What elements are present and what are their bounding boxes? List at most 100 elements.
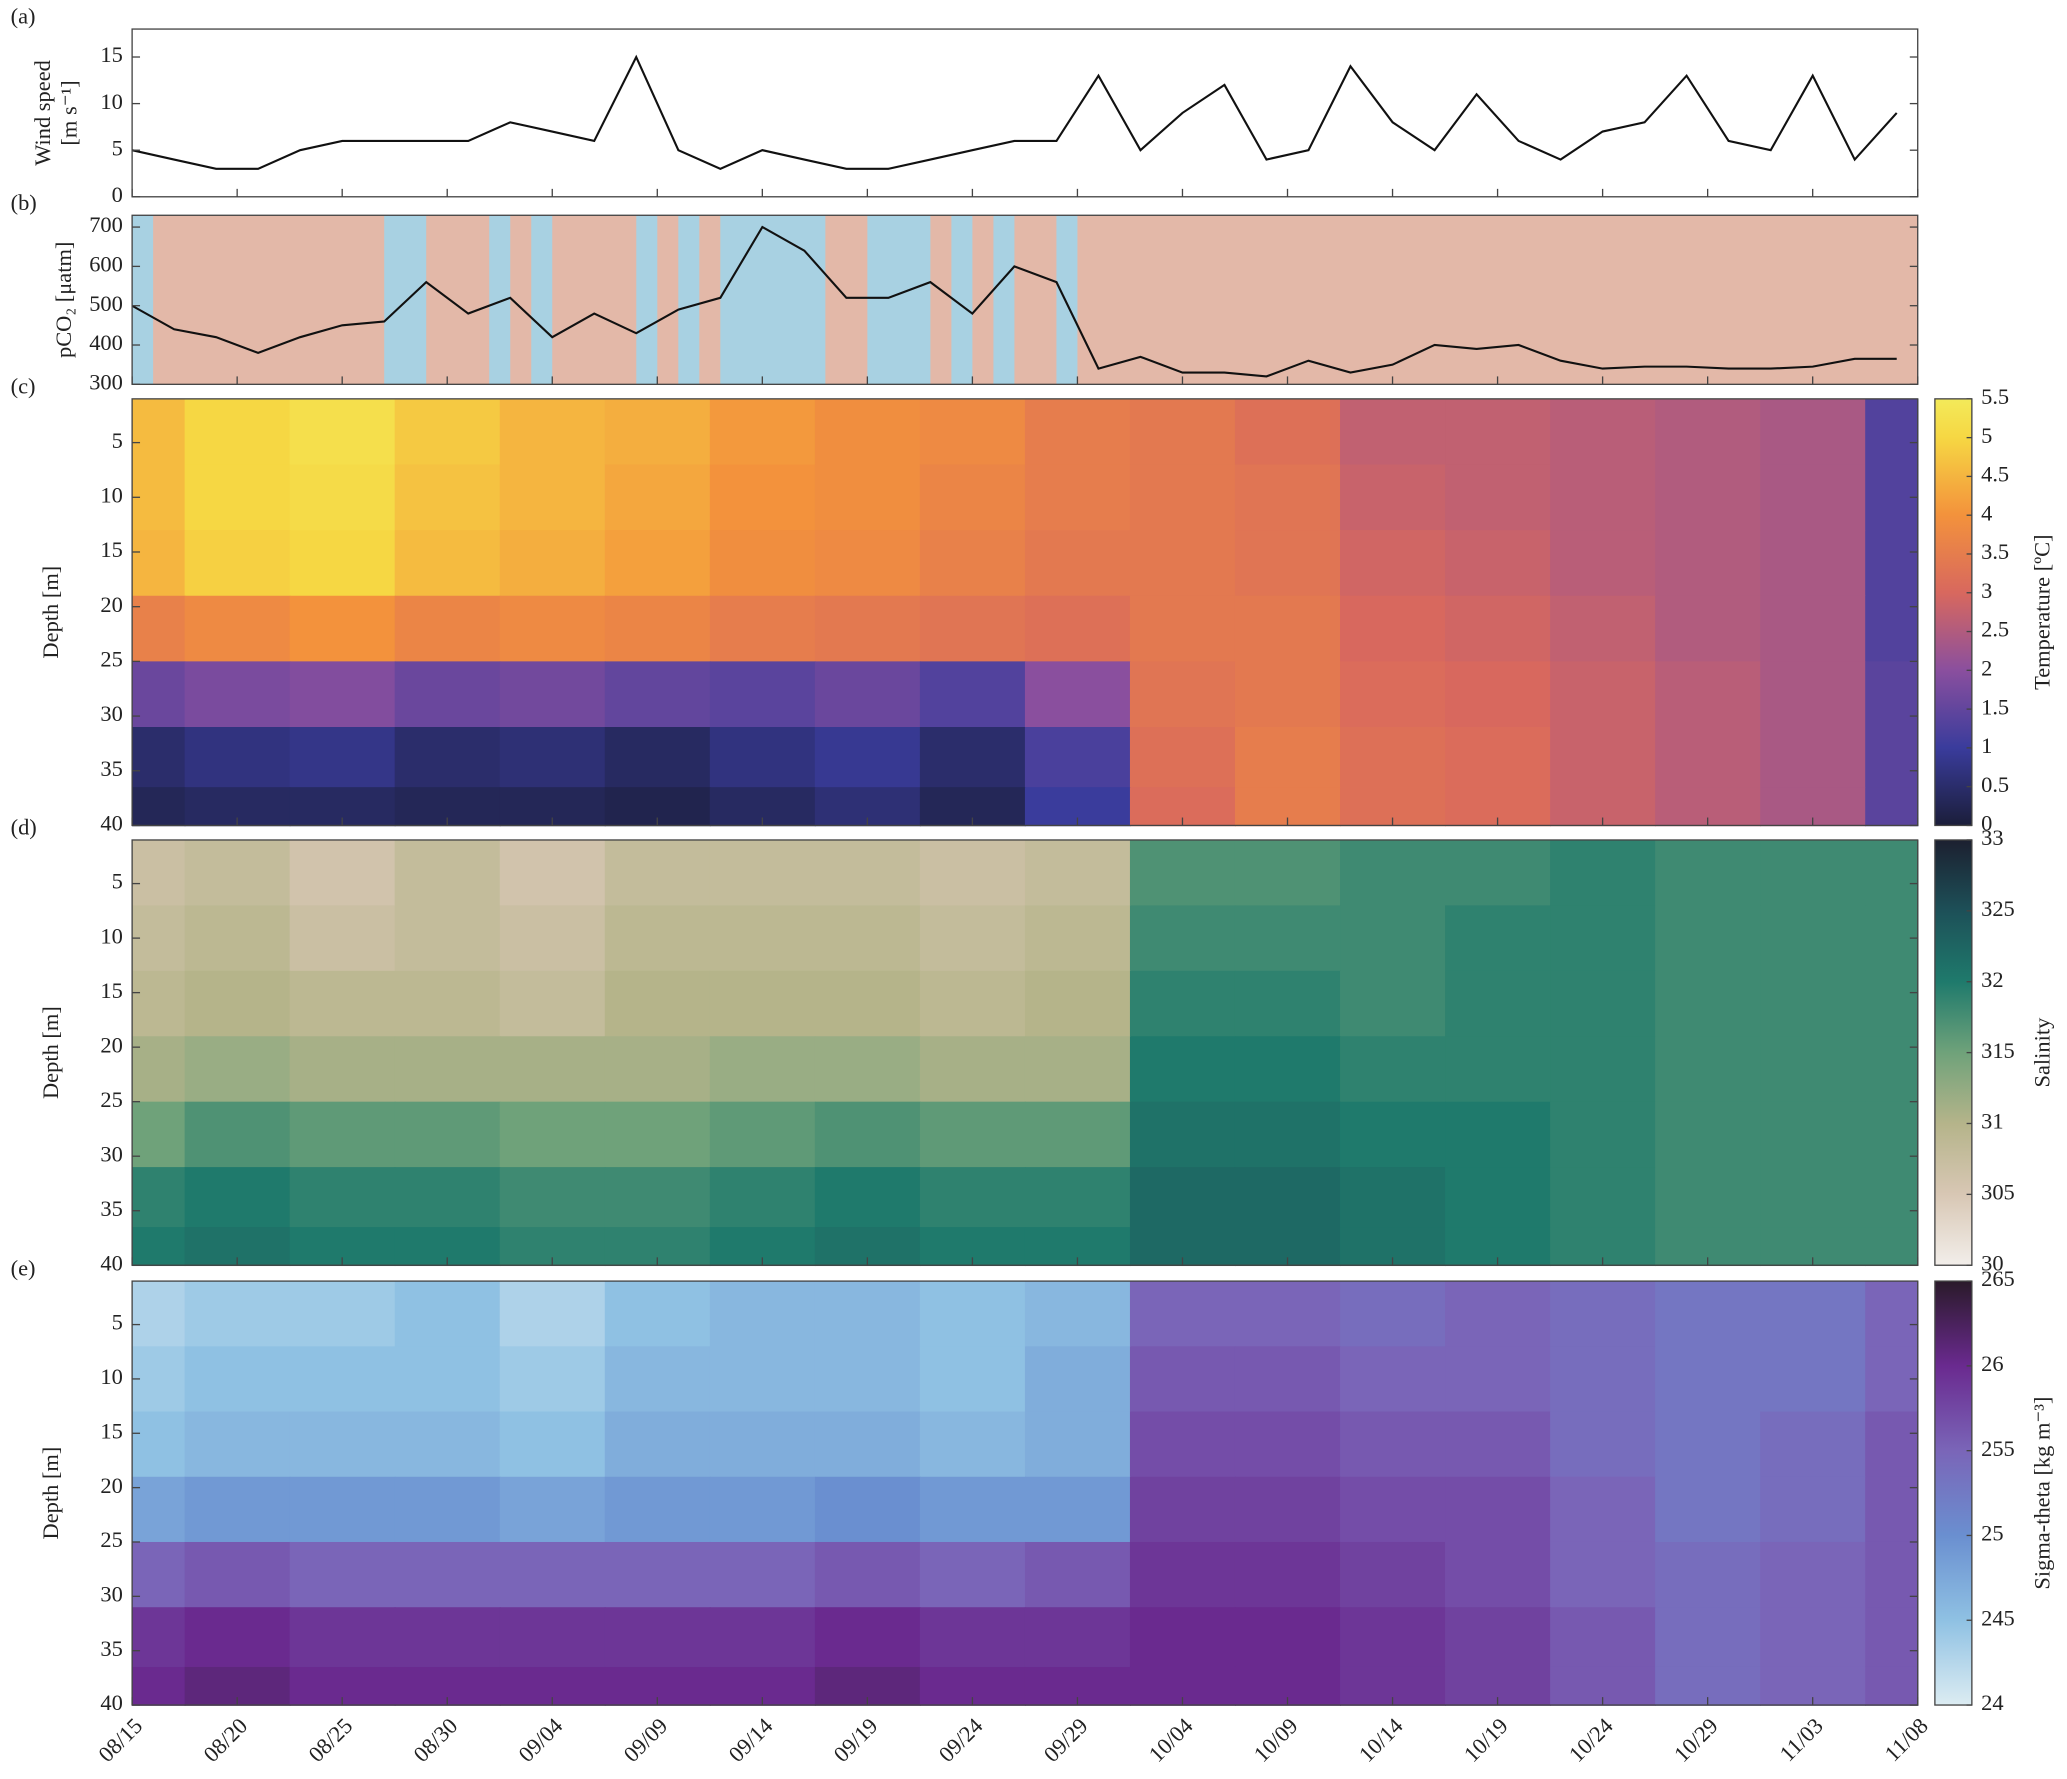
y-axis-label: Depth [m] (38, 1006, 63, 1099)
colorbar-tick-label: 24 (1981, 1690, 2003, 1715)
heat-cell (1234, 839, 1341, 907)
heat-cell (604, 530, 711, 597)
heat-cell (1445, 1036, 1551, 1103)
colorbar-tick-label: 32 (1981, 967, 2003, 992)
heat-cell (1550, 530, 1656, 597)
heat-cell (394, 1346, 501, 1413)
heat-cell (709, 727, 816, 788)
heat-cell (1760, 839, 1866, 907)
heat-cell (394, 398, 501, 466)
y-tick-label: 300 (89, 369, 123, 394)
heat-cell (1340, 1167, 1446, 1228)
heat-cell (1655, 970, 1761, 1038)
x-tick-label: 08/20 (198, 1713, 252, 1767)
heat-cell (499, 1036, 606, 1103)
y-tick-label: 40 (100, 1250, 122, 1275)
heat-cell (1024, 1607, 1131, 1668)
heat-cell (499, 661, 606, 728)
heat-cell (709, 970, 816, 1038)
heat-cell (184, 661, 291, 728)
colorbar-tick-label: 245 (1981, 1605, 2015, 1630)
heat-cell (604, 970, 711, 1038)
panel-letter: (c) (11, 373, 36, 398)
heat-cell (289, 1036, 396, 1103)
heat-cell (709, 1541, 816, 1608)
heat-cell (499, 1281, 606, 1348)
x-tick-label: 09/24 (934, 1713, 988, 1767)
heat-cell (1865, 905, 1919, 972)
heat-cell (1760, 1541, 1866, 1608)
heat-cell (919, 595, 1026, 663)
plot-frame (131, 214, 1919, 385)
heat-cell (1340, 1411, 1446, 1478)
heat-cell (814, 839, 921, 907)
y-tick-label: 15 (100, 537, 122, 562)
heat-cell (499, 1411, 606, 1478)
heat-cell (1865, 1607, 1919, 1668)
heat-cell (814, 1281, 921, 1348)
heat-cell (1865, 1666, 1919, 1706)
heat-cell (1024, 464, 1131, 531)
heat-cell (1865, 1227, 1919, 1267)
heat-cell (1655, 1607, 1761, 1668)
heat-cell (1340, 970, 1446, 1038)
heat-cell (499, 727, 606, 788)
heat-cell (1550, 1541, 1656, 1608)
heat-cell (289, 1281, 396, 1348)
heat-cell (1024, 970, 1131, 1038)
colorbar-label: Temperature [ºC] (2030, 534, 2055, 690)
heat-cell (1340, 1281, 1446, 1348)
y-axis-label: Depth [m] (38, 1447, 63, 1540)
y-tick-label: 35 (100, 756, 122, 781)
heat-cell (604, 1607, 711, 1668)
heat-cell (1865, 595, 1919, 663)
heat-cell (1234, 1607, 1341, 1668)
heat-cell (1340, 839, 1446, 907)
y-tick-label: 20 (100, 1032, 122, 1057)
heat-cell (132, 530, 186, 597)
colorbar-tick-label: 315 (1981, 1038, 2015, 1063)
heat-cell (132, 1411, 186, 1478)
heat-cell (1655, 839, 1761, 907)
heat-cell (184, 1167, 291, 1228)
heat-cell (919, 464, 1026, 531)
heat-cell (184, 905, 291, 972)
heat-cell (1655, 661, 1761, 728)
colorbar-tick-label: 2.5 (1981, 617, 2009, 642)
heat-cell (1024, 398, 1131, 466)
heat-cell (499, 905, 606, 972)
heat-cell (814, 1167, 921, 1228)
heat-cell (1760, 1281, 1866, 1348)
heat-cell (132, 464, 186, 531)
colorbar-tick-label: 3 (1981, 578, 1992, 603)
colorbar-tick-label: 4.5 (1981, 462, 2009, 487)
y-tick-label: 35 (100, 1636, 122, 1661)
heat-cell (709, 1101, 816, 1168)
heat-cell (1655, 1101, 1761, 1168)
y-tick-label: 5 (112, 135, 123, 160)
heat-cell (132, 1227, 186, 1267)
heat-cell (1655, 530, 1761, 597)
heat-cell (394, 1607, 501, 1668)
colorbar-tick-label: 325 (1981, 896, 2015, 921)
heat-cell (919, 398, 1026, 466)
y-tick-label: 25 (100, 1087, 122, 1112)
heat-cell (289, 1346, 396, 1413)
heat-cell (709, 1607, 816, 1668)
heat-cell (1550, 1036, 1656, 1103)
heat-cell (132, 839, 186, 907)
colorbar-tick-label: 1.5 (1981, 694, 2009, 719)
heat-cell (1655, 595, 1761, 663)
y-tick-label: 25 (100, 647, 122, 672)
heat-cell (289, 905, 396, 972)
heat-cell (394, 970, 501, 1038)
panel-letter: (a) (11, 4, 36, 29)
heat-cell (1234, 1101, 1341, 1168)
colorbar-tick-label: 1 (1981, 733, 1992, 758)
colorbar-tick-label: 255 (1981, 1436, 2015, 1461)
heat-cell (1024, 1101, 1131, 1168)
heat-cell (289, 530, 396, 597)
plot-frame (131, 839, 1919, 1266)
heat-cell (1445, 1541, 1551, 1608)
